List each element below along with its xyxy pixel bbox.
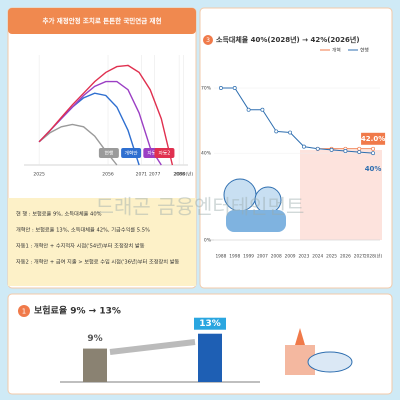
x-tick-label: 2025: [33, 172, 45, 178]
x-tick-label: 2088: [173, 172, 185, 178]
badge-circle: [18, 305, 30, 317]
left-header: [8, 8, 196, 34]
x-tick-label: 1998: [229, 254, 240, 260]
trend-arrow: [109, 339, 196, 355]
legend-label: 현행: [360, 47, 369, 54]
badge: 3: [206, 37, 210, 44]
x-tick-label: 2024: [312, 254, 323, 260]
bar: [198, 333, 222, 382]
point: [329, 147, 334, 152]
legend-label: 현행: [104, 150, 113, 157]
x-tick-label: 2026: [340, 254, 351, 260]
y-tick-label: 70%: [201, 86, 212, 92]
x-tick-label: 1988: [215, 254, 226, 260]
deco-people: [223, 178, 286, 232]
legend-label: 개혁안: [124, 150, 138, 157]
x-tick-label: 2028(년): [364, 253, 383, 260]
point: [371, 146, 376, 151]
left-title: 추가 재정안정 조치로 튼튼한 국민연금 재현: [43, 16, 162, 25]
x-tick-label: 2027: [354, 254, 365, 260]
series-line: [38, 64, 174, 166]
point: [343, 149, 348, 153]
note: 현 행 : 보험료율 9%, 소득대체율 40%: [16, 210, 102, 218]
data-label: 9%: [87, 334, 102, 344]
legend-label: 자동2: [158, 150, 170, 157]
point: [357, 150, 362, 155]
point: [288, 130, 293, 135]
badge: 1: [22, 308, 26, 316]
point: [315, 146, 320, 151]
point: [218, 86, 223, 90]
notes-box: [8, 198, 196, 286]
note: 자동2 : 개혁안 + 급여 지출 > 보험료 수입 시점('36년)부터 조정…: [16, 258, 179, 266]
annotation: 40%: [365, 165, 382, 173]
bar: [83, 348, 107, 382]
x-tick-label: 2008: [271, 254, 282, 260]
x-tick-label: 2077: [149, 172, 161, 178]
watermark: 드래곤 금융엔터테인먼트: [96, 195, 305, 219]
note: 자동1 : 개혁안 + 수지적자 시점('54년)부터 조정장치 발동: [16, 242, 145, 250]
x-tick-label: 2056: [102, 172, 114, 178]
note: 개혁안 : 보험료율 13%, 소득대체율 42%, 기금수익률 5.5%: [16, 226, 150, 234]
y-tick-label: 0%: [204, 238, 212, 244]
legend-label: 자동1: [147, 150, 159, 157]
x-tick-label: 2023: [298, 254, 309, 260]
x-tick-label: 2090(년): [174, 171, 193, 178]
point: [357, 146, 362, 151]
point: [232, 86, 237, 90]
series-label-box: [98, 148, 119, 158]
point: [246, 107, 251, 112]
point: [371, 151, 376, 156]
point: [260, 107, 265, 112]
data-label: 13%: [199, 319, 221, 329]
right-title: 소득대체율 40%(2028년) → 42%(2026년): [216, 35, 360, 44]
y-tick-label: 40%: [201, 151, 212, 157]
x-tick-label: 2071: [136, 172, 148, 178]
highlight-area: [300, 150, 382, 240]
legend-label: 개혁: [332, 47, 341, 54]
series-line: [220, 87, 374, 154]
label-box: [194, 317, 226, 330]
deco-coins: [285, 328, 353, 375]
point: [274, 129, 279, 134]
point: [301, 144, 306, 149]
series-label-box: [154, 148, 175, 158]
x-tick-label: 1999: [243, 254, 254, 260]
x-tick-label: 2007: [257, 254, 268, 260]
annotation-box: [361, 132, 386, 145]
x-tick-label: 2009: [285, 254, 296, 260]
bottom-title: 보험료율 9% → 13%: [34, 305, 121, 317]
badge-circle: [203, 35, 213, 45]
series-label-box: [121, 148, 142, 158]
x-tick-label: 2025: [326, 254, 337, 260]
annotation: 42.0%: [361, 135, 385, 143]
